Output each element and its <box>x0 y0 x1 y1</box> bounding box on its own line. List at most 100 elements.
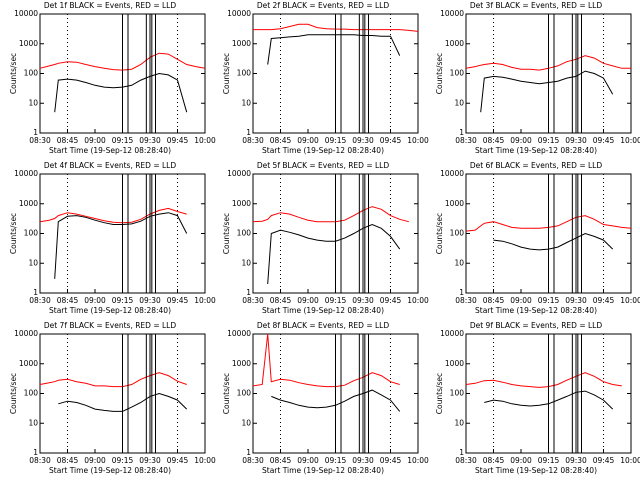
y-tick-label: 1000 <box>445 39 464 48</box>
y-tick-label: 1 <box>459 128 464 137</box>
x-tick-label: 09:00 <box>84 456 106 465</box>
y-tick-label: 1 <box>33 288 38 297</box>
y-tick-label: 1 <box>246 128 251 137</box>
x-tick-label: 09:00 <box>510 136 532 145</box>
series-line <box>267 34 401 65</box>
x-tick-label: 09:15 <box>112 456 134 465</box>
y-tick-label: 100 <box>24 229 39 238</box>
x-tick-label: 10:00 <box>407 136 429 145</box>
chart-title: Det 9f BLACK = Events, RED = LLD <box>470 321 603 330</box>
y-tick-label: 10 <box>241 258 251 267</box>
y-tick-label: 10 <box>454 98 464 107</box>
x-axis-label: Start Time (19-Sep-12 08:28:40) <box>49 466 171 475</box>
x-tick-label: 08:45 <box>270 136 292 145</box>
x-tick-label: 09:15 <box>112 296 134 305</box>
series-line <box>465 215 632 232</box>
y-tick-label: 10 <box>241 418 251 427</box>
x-tick-label: 09:15 <box>325 456 347 465</box>
x-tick-label: 09:45 <box>167 136 189 145</box>
y-tick-label: 100 <box>450 229 465 238</box>
x-tick-label: 10:00 <box>620 296 640 305</box>
x-tick-label: 08:30 <box>29 456 51 465</box>
series-line <box>39 372 187 388</box>
y-axis-label: Counts/sec <box>9 373 18 414</box>
x-tick-label: 09:30 <box>139 136 161 145</box>
x-tick-label: 08:30 <box>242 456 264 465</box>
y-tick-label: 100 <box>237 389 252 398</box>
y-tick-label: 10000 <box>227 329 251 338</box>
y-tick-label: 10000 <box>14 329 38 338</box>
y-axis-label: Counts/sec <box>222 53 231 94</box>
y-tick-label: 10 <box>28 418 38 427</box>
y-tick-label: 100 <box>24 389 39 398</box>
chart-title: Det 4f BLACK = Events, RED = LLD <box>44 161 177 170</box>
x-tick-label: 09:30 <box>565 136 587 145</box>
x-tick-label: 09:30 <box>139 296 161 305</box>
x-tick-label: 09:15 <box>112 136 134 145</box>
series-line <box>252 333 400 388</box>
series-line <box>54 72 188 113</box>
x-tick-label: 09:15 <box>538 296 560 305</box>
y-tick-label: 100 <box>450 69 465 78</box>
x-axis-label: Start Time (19-Sep-12 08:28:40) <box>49 146 171 155</box>
chart-title: Det 1f BLACK = Events, RED = LLD <box>44 1 177 10</box>
x-tick-label: 08:30 <box>242 136 264 145</box>
y-tick-label: 1000 <box>19 39 38 48</box>
y-tick-label: 1000 <box>232 199 251 208</box>
x-tick-label: 09:15 <box>325 136 347 145</box>
y-tick-label: 1 <box>33 448 38 457</box>
y-tick-label: 10 <box>454 258 464 267</box>
y-tick-label: 1000 <box>445 359 464 368</box>
y-tick-label: 1000 <box>445 199 464 208</box>
x-tick-label: 08:30 <box>29 296 51 305</box>
x-tick-label: 10:00 <box>407 456 429 465</box>
x-tick-label: 09:30 <box>565 296 587 305</box>
x-axis-label: Start Time (19-Sep-12 08:28:40) <box>475 146 597 155</box>
x-tick-label: 08:30 <box>455 456 477 465</box>
y-axis-label: Counts/sec <box>222 213 231 254</box>
y-tick-label: 1000 <box>19 359 38 368</box>
chart-title: Det 6f BLACK = Events, RED = LLD <box>470 161 603 170</box>
x-tick-label: 08:45 <box>270 456 292 465</box>
y-tick-label: 10 <box>241 98 251 107</box>
x-tick-label: 08:45 <box>57 296 79 305</box>
y-tick-label: 10000 <box>440 9 464 18</box>
y-tick-label: 1 <box>246 448 251 457</box>
y-tick-label: 1000 <box>232 359 251 368</box>
y-axis-label: Counts/sec <box>435 373 444 414</box>
series-line <box>465 55 631 71</box>
x-tick-label: 10:00 <box>194 296 216 305</box>
x-tick-label: 08:30 <box>455 296 477 305</box>
series-line <box>267 223 401 285</box>
y-tick-label: 1000 <box>19 199 38 208</box>
y-tick-label: 10000 <box>227 169 251 178</box>
y-tick-label: 1 <box>246 288 251 297</box>
x-tick-label: 08:45 <box>483 136 505 145</box>
x-tick-label: 08:30 <box>29 136 51 145</box>
y-tick-label: 100 <box>237 69 252 78</box>
x-tick-label: 09:30 <box>565 456 587 465</box>
x-tick-label: 09:00 <box>510 456 532 465</box>
x-tick-label: 09:00 <box>297 136 319 145</box>
x-tick-label: 10:00 <box>194 456 216 465</box>
y-axis-label: Counts/sec <box>222 373 231 414</box>
series-line <box>480 70 614 113</box>
chart-title: Det 3f BLACK = Events, RED = LLD <box>470 1 603 10</box>
x-tick-label: 09:00 <box>510 296 532 305</box>
series-line <box>252 206 409 223</box>
y-tick-label: 100 <box>450 389 465 398</box>
y-tick-label: 10000 <box>440 329 464 338</box>
x-tick-label: 08:45 <box>483 456 505 465</box>
chart-title: Det 2f BLACK = Events, RED = LLD <box>257 1 390 10</box>
chart-title: Det 5f BLACK = Events, RED = LLD <box>257 161 390 170</box>
x-tick-label: 09:45 <box>380 456 402 465</box>
x-axis-label: Start Time (19-Sep-12 08:28:40) <box>49 306 171 315</box>
x-tick-label: 09:30 <box>139 456 161 465</box>
x-tick-label: 08:45 <box>57 136 79 145</box>
chart-title: Det 8f BLACK = Events, RED = LLD <box>257 321 390 330</box>
x-tick-label: 09:30 <box>352 456 374 465</box>
x-tick-label: 08:45 <box>57 456 79 465</box>
x-tick-label: 08:30 <box>242 296 264 305</box>
x-tick-label: 10:00 <box>620 456 640 465</box>
x-axis-label: Start Time (19-Sep-12 08:28:40) <box>262 306 384 315</box>
